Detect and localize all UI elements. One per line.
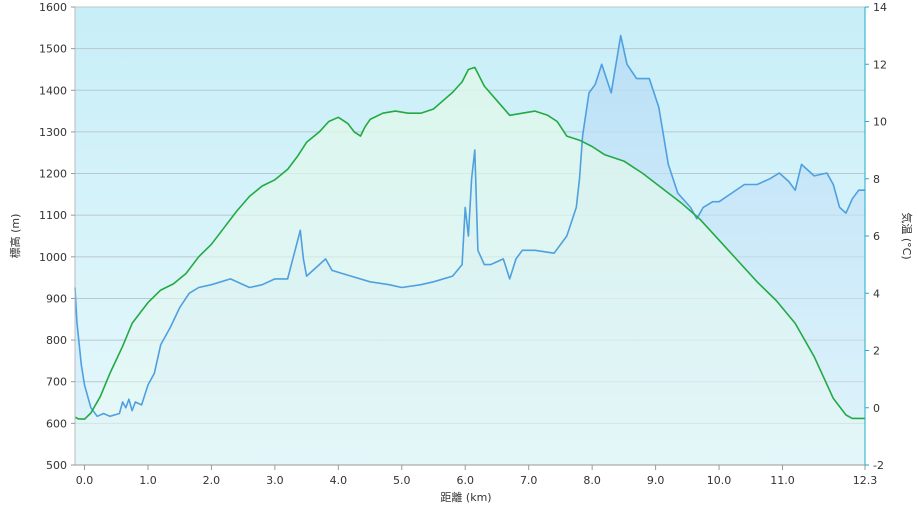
- right-tick-label: -2: [873, 459, 884, 472]
- left-tick-label: 1500: [39, 43, 67, 56]
- right-axis-title: 気温 (°C): [900, 212, 914, 259]
- x-tick-label: 1.0: [139, 474, 157, 487]
- right-tick-label: 6: [873, 230, 880, 243]
- elevation-line: [74, 66, 865, 421]
- elevation-area: [75, 67, 865, 466]
- x-tick-label: 5.0: [393, 474, 411, 487]
- x-axis-ticks: 0.0 1.0 2.0 3.0 4.0 5.0 6.0 7.0 8.0 9.0 10.0 11.0 12…: [76, 465, 877, 487]
- x-tick-label: 4.0: [330, 474, 348, 487]
- right-axis-ticks: -2 0 2 4 6 8 10 12 14: [865, 1, 887, 472]
- left-tick-label: 1100: [39, 209, 67, 222]
- left-tick-label: 900: [46, 292, 67, 305]
- right-tick-label: 2: [873, 345, 880, 358]
- right-tick-label: 10: [873, 116, 887, 129]
- x-axis-title: 距離 (km): [440, 490, 491, 504]
- left-axis-ticks: 500 600 700 800 900 1000 1100 1200 1300 1400 1500 1…: [39, 1, 75, 472]
- x-tick-label: 2.0: [203, 474, 221, 487]
- left-tick-label: 700: [46, 376, 67, 389]
- left-axis-title: 標高 (m): [8, 214, 22, 259]
- right-tick-label: 8: [873, 173, 880, 186]
- temperature-line: [74, 34, 865, 418]
- right-tick-label: 14: [873, 1, 887, 14]
- x-tick-label: 6.0: [456, 474, 474, 487]
- left-tick-label: 1300: [39, 126, 67, 139]
- x-tick-label: 12.3: [853, 474, 878, 487]
- x-tick-label: 3.0: [266, 474, 284, 487]
- x-tick-label: 8.0: [583, 474, 601, 487]
- left-tick-label: 1200: [39, 168, 67, 181]
- right-tick-label: 0: [873, 402, 880, 415]
- x-tick-label: 0.0: [76, 474, 94, 487]
- left-tick-label: 800: [46, 334, 67, 347]
- left-tick-label: 600: [46, 417, 67, 430]
- left-tick-label: 1400: [39, 84, 67, 97]
- x-tick-label: 11.0: [770, 474, 795, 487]
- x-tick-label: 9.0: [647, 474, 665, 487]
- left-tick-label: 500: [46, 459, 67, 472]
- right-tick-label: 4: [873, 287, 880, 300]
- x-tick-label: 10.0: [707, 474, 732, 487]
- x-tick-label: 7.0: [520, 474, 538, 487]
- left-tick-label: 1600: [39, 1, 67, 14]
- left-tick-label: 1000: [39, 251, 67, 264]
- right-tick-label: 12: [873, 58, 887, 71]
